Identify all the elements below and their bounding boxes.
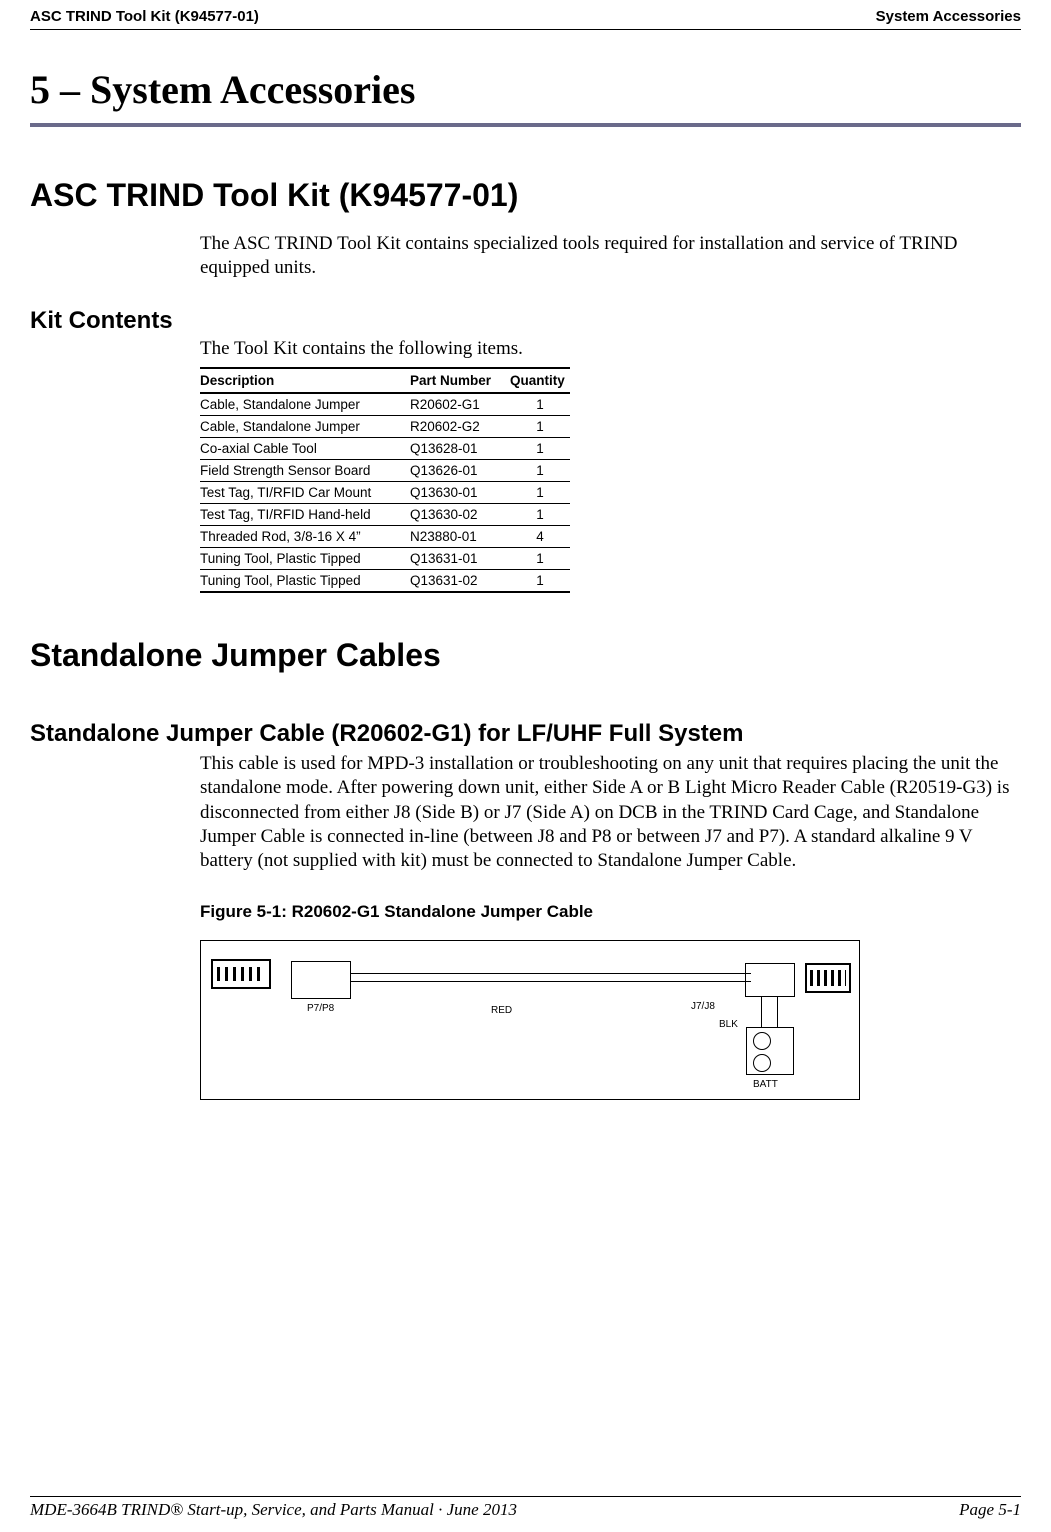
cell-quantity: 1 (510, 393, 570, 416)
kit-contents-table: Description Part Number Quantity Cable, … (200, 367, 570, 593)
section-toolkit-heading: ASC TRIND Tool Kit (K94577-01) (30, 177, 1021, 214)
section-jumper-heading: Standalone Jumper Cables (30, 637, 1021, 674)
running-footer: MDE-3664B TRIND® Start-up, Service, and … (30, 1496, 1021, 1520)
cell-partnumber: N23880-01 (410, 525, 510, 547)
figure-label-blk: BLK (719, 1019, 738, 1030)
footer-left: MDE-3664B TRIND® Start-up, Service, and … (30, 1500, 517, 1520)
footer-page-number: Page 5-1 (959, 1500, 1021, 1520)
cell-quantity: 1 (510, 503, 570, 525)
table-row: Test Tag, TI/RFID Car MountQ13630-011 (200, 481, 570, 503)
figure-label-red: RED (491, 1005, 512, 1016)
figure-battery-terminal2 (753, 1054, 771, 1072)
table-row: Cable, Standalone JumperR20602-G11 (200, 393, 570, 416)
cell-partnumber: Q13630-01 (410, 481, 510, 503)
table-row: Co-axial Cable ToolQ13628-011 (200, 437, 570, 459)
table-row: Threaded Rod, 3/8-16 X 4”N23880-014 (200, 525, 570, 547)
section-jumper-subheading: Standalone Jumper Cable (R20602-G1) for … (30, 720, 1021, 748)
figure-connector-left (211, 959, 271, 989)
section-toolkit-intro: The ASC TRIND Tool Kit contains speciali… (200, 232, 1011, 281)
cell-partnumber: Q13631-01 (410, 547, 510, 569)
kit-contents-heading: Kit Contents (30, 307, 1021, 335)
figure-5-1: P7/P8 RED J7/J8 BLK BATT (200, 940, 860, 1100)
cell-description: Cable, Standalone Jumper (200, 393, 410, 416)
cell-description: Tuning Tool, Plastic Tipped (200, 547, 410, 569)
figure-wire-down2 (777, 997, 778, 1027)
figure-connector-right (805, 963, 851, 993)
table-row: Tuning Tool, Plastic TippedQ13631-021 (200, 569, 570, 592)
figure-caption: Figure 5-1: R20602-G1 Standalone Jumper … (200, 902, 1021, 922)
figure-wire-top1 (351, 973, 751, 974)
cell-description: Cable, Standalone Jumper (200, 415, 410, 437)
cell-quantity: 1 (510, 459, 570, 481)
cell-description: Tuning Tool, Plastic Tipped (200, 569, 410, 592)
figure-box-mid (745, 963, 795, 997)
cell-quantity: 1 (510, 569, 570, 592)
cell-partnumber: Q13630-02 (410, 503, 510, 525)
cell-partnumber: Q13631-02 (410, 569, 510, 592)
table-row: Cable, Standalone JumperR20602-G21 (200, 415, 570, 437)
cell-quantity: 1 (510, 437, 570, 459)
cell-quantity: 1 (510, 547, 570, 569)
table-row: Tuning Tool, Plastic TippedQ13631-011 (200, 547, 570, 569)
cell-description: Co-axial Cable Tool (200, 437, 410, 459)
figure-battery-terminal1 (753, 1032, 771, 1050)
col-header-description: Description (200, 368, 410, 393)
header-left: ASC TRIND Tool Kit (K94577-01) (30, 8, 259, 25)
running-header: ASC TRIND Tool Kit (K94577-01) System Ac… (30, 0, 1021, 30)
section-jumper-body: This cable is used for MPD-3 installatio… (200, 752, 1021, 874)
kit-contents-intro: The Tool Kit contains the following item… (200, 337, 1011, 361)
cell-partnumber: Q13626-01 (410, 459, 510, 481)
table-header-row: Description Part Number Quantity (200, 368, 570, 393)
cell-description: Threaded Rod, 3/8-16 X 4” (200, 525, 410, 547)
figure-box-left (291, 961, 351, 999)
cell-partnumber: Q13628-01 (410, 437, 510, 459)
col-header-partnumber: Part Number (410, 368, 510, 393)
col-header-quantity: Quantity (510, 368, 570, 393)
cell-description: Field Strength Sensor Board (200, 459, 410, 481)
cell-quantity: 4 (510, 525, 570, 547)
chapter-title: 5 – System Accessories (30, 66, 1021, 113)
cell-partnumber: R20602-G1 (410, 393, 510, 416)
figure-label-batt: BATT (753, 1079, 778, 1090)
cell-description: Test Tag, TI/RFID Car Mount (200, 481, 410, 503)
figure-battery-box (746, 1027, 794, 1075)
figure-wire-top2 (351, 981, 751, 982)
chapter-rule (30, 123, 1021, 127)
cell-quantity: 1 (510, 481, 570, 503)
table-row: Test Tag, TI/RFID Hand-heldQ13630-021 (200, 503, 570, 525)
cell-partnumber: R20602-G2 (410, 415, 510, 437)
figure-wire-down1 (761, 997, 762, 1027)
table-row: Field Strength Sensor BoardQ13626-011 (200, 459, 570, 481)
header-right: System Accessories (876, 8, 1021, 25)
figure-label-j7j8: J7/J8 (691, 1001, 715, 1012)
cell-quantity: 1 (510, 415, 570, 437)
cell-description: Test Tag, TI/RFID Hand-held (200, 503, 410, 525)
figure-label-p7p8: P7/P8 (307, 1003, 334, 1014)
